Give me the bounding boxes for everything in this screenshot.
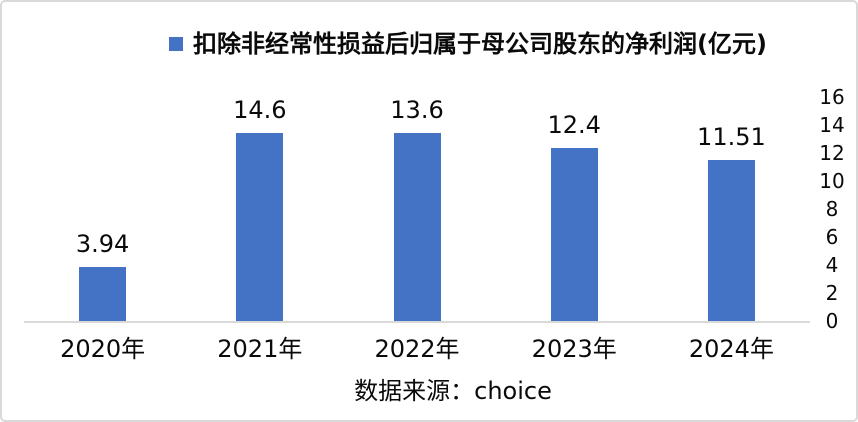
y-axis-tick-label: 10 (819, 169, 845, 193)
y-axis-tick-label: 2 (825, 281, 839, 305)
bar-value-label: 3.94 (75, 229, 130, 258)
bar (393, 133, 441, 322)
bar (707, 160, 755, 322)
bar-column: 14.6 (181, 97, 338, 322)
x-axis-label: 2024年 (688, 335, 774, 363)
y-axis-tick-label: 4 (825, 253, 839, 277)
x-axis-label: 2023年 (531, 335, 617, 363)
legend-entry: 扣除非经常性损益后归属于母公司股东的净利润(亿元) (169, 29, 767, 59)
x-axis-line (24, 321, 810, 323)
bar-column: 12.4 (496, 97, 653, 322)
y-axis-tick-label: 6 (825, 225, 839, 249)
bar-column: 13.6 (338, 97, 495, 322)
x-axis-label: 2021年 (217, 335, 303, 363)
bar (236, 133, 284, 322)
bar-value-label: 14.6 (233, 96, 287, 124)
x-axis-label: 2022年 (374, 335, 460, 363)
chart-legend: 扣除非经常性损益后归属于母公司股东的净利润(亿元) (2, 29, 856, 59)
y-axis-tick-label: 14 (819, 113, 845, 137)
bar-column: 11.51 (653, 97, 810, 322)
y-axis-tick-label: 12 (819, 141, 845, 165)
bar-value-label: 13.6 (390, 96, 444, 124)
plot-area: 3.94 14.6 13.6 12.4 11.51 (24, 97, 810, 322)
y-axis-tick-label: 8 (825, 197, 839, 221)
bar (550, 147, 598, 322)
bar-value-label: 11.51 (697, 123, 766, 152)
y-axis-tick-label: 16 (819, 85, 845, 109)
source-note: 数据来源：choice (354, 377, 552, 405)
bar (79, 266, 127, 322)
bar-value-label: 12.4 (547, 110, 601, 139)
y-axis-labels: 16 14 12 10 8 6 4 2 0 (814, 83, 850, 335)
legend-label: 扣除非经常性损益后归属于母公司股东的净利润(亿元) (193, 30, 767, 58)
bar-column: 3.94 (24, 97, 181, 322)
x-axis-labels: 2020年 2021年 2022年 2023年 2024年 (24, 334, 810, 364)
y-axis-tick-label: 0 (825, 309, 839, 333)
x-axis-label: 2020年 (60, 335, 146, 363)
source-row: 数据来源：choice (2, 376, 856, 406)
legend-marker-icon (169, 37, 184, 51)
